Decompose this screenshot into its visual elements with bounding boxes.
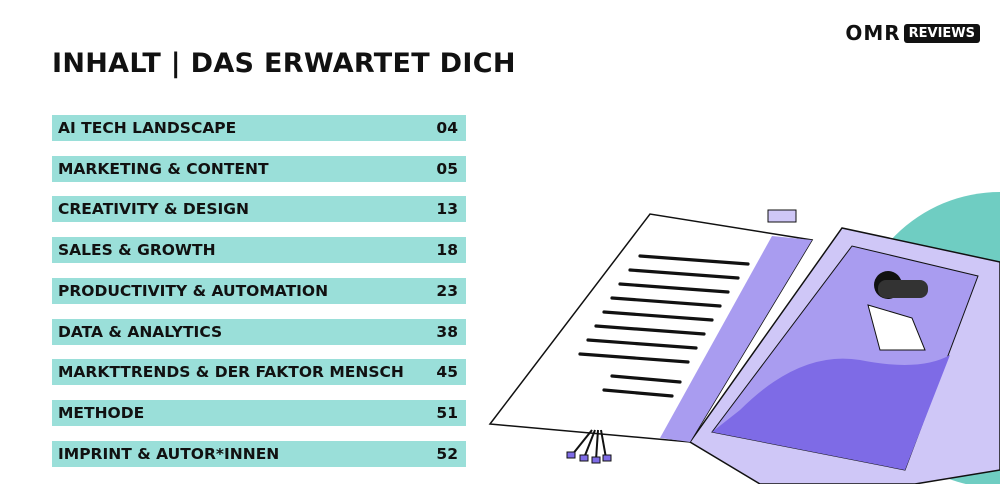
figure-body [867, 304, 926, 351]
toc-row: MARKTTRENDS & DER FAKTOR MENSCH 45 [52, 359, 466, 386]
toc-label: METHODE [58, 403, 145, 422]
toc-row: IMPRINT & AUTOR*INNEN 52 [52, 440, 466, 467]
toc-row: AI TECH LANDSCAPE 04 [52, 115, 466, 141]
toc-label: DATA & ANALYTICS [58, 322, 223, 341]
toc-label: IMPRINT & AUTOR*INNEN [58, 444, 280, 463]
toc-row: SALES & GROWTH 18 [52, 237, 466, 264]
text-lines [578, 254, 750, 398]
toc-page: 52 [436, 444, 458, 463]
spine-shadow [660, 236, 812, 442]
toc-page: 51 [436, 403, 458, 422]
toc-page: 13 [436, 200, 458, 219]
picture-wave [712, 355, 950, 470]
toc-page: 04 [436, 119, 458, 137]
toc-label: AI TECH LANDSCAPE [58, 119, 237, 137]
ribbons [571, 429, 607, 461]
toc-row: METHODE 51 [52, 399, 466, 426]
toc-label: CREATIVITY & DESIGN [58, 200, 249, 219]
toc-row: CREATIVITY & DESIGN 13 [52, 196, 466, 223]
logo: OMR REVIEWS [845, 21, 980, 45]
toc-row: PRODUCTIVITY & AUTOMATION 23 [52, 277, 466, 304]
bookmark-tab [767, 209, 797, 223]
toc-row: DATA & ANALYTICS 38 [52, 318, 466, 345]
page-title: INHALT | DAS ERWARTET DICH [52, 48, 516, 79]
logo-label: REVIEWS [903, 23, 980, 43]
toc-page: 05 [436, 159, 458, 178]
toc-label: SALES & GROWTH [58, 241, 216, 260]
figure-visor [878, 280, 928, 298]
toc-label: MARKTTRENDS & DER FAKTOR MENSCH [58, 363, 404, 382]
toc-row: MARKETING & CONTENT 05 [52, 155, 466, 182]
toc-label: MARKETING & CONTENT [58, 159, 269, 178]
toc-label: PRODUCTIVITY & AUTOMATION [58, 281, 329, 300]
toc-page: 38 [436, 322, 458, 341]
toc-page: 23 [436, 281, 458, 300]
toc-page: 45 [436, 363, 458, 382]
logo-brand: OMR [845, 21, 901, 45]
toc-page: 18 [436, 241, 458, 260]
ribbon-tips [566, 451, 612, 464]
